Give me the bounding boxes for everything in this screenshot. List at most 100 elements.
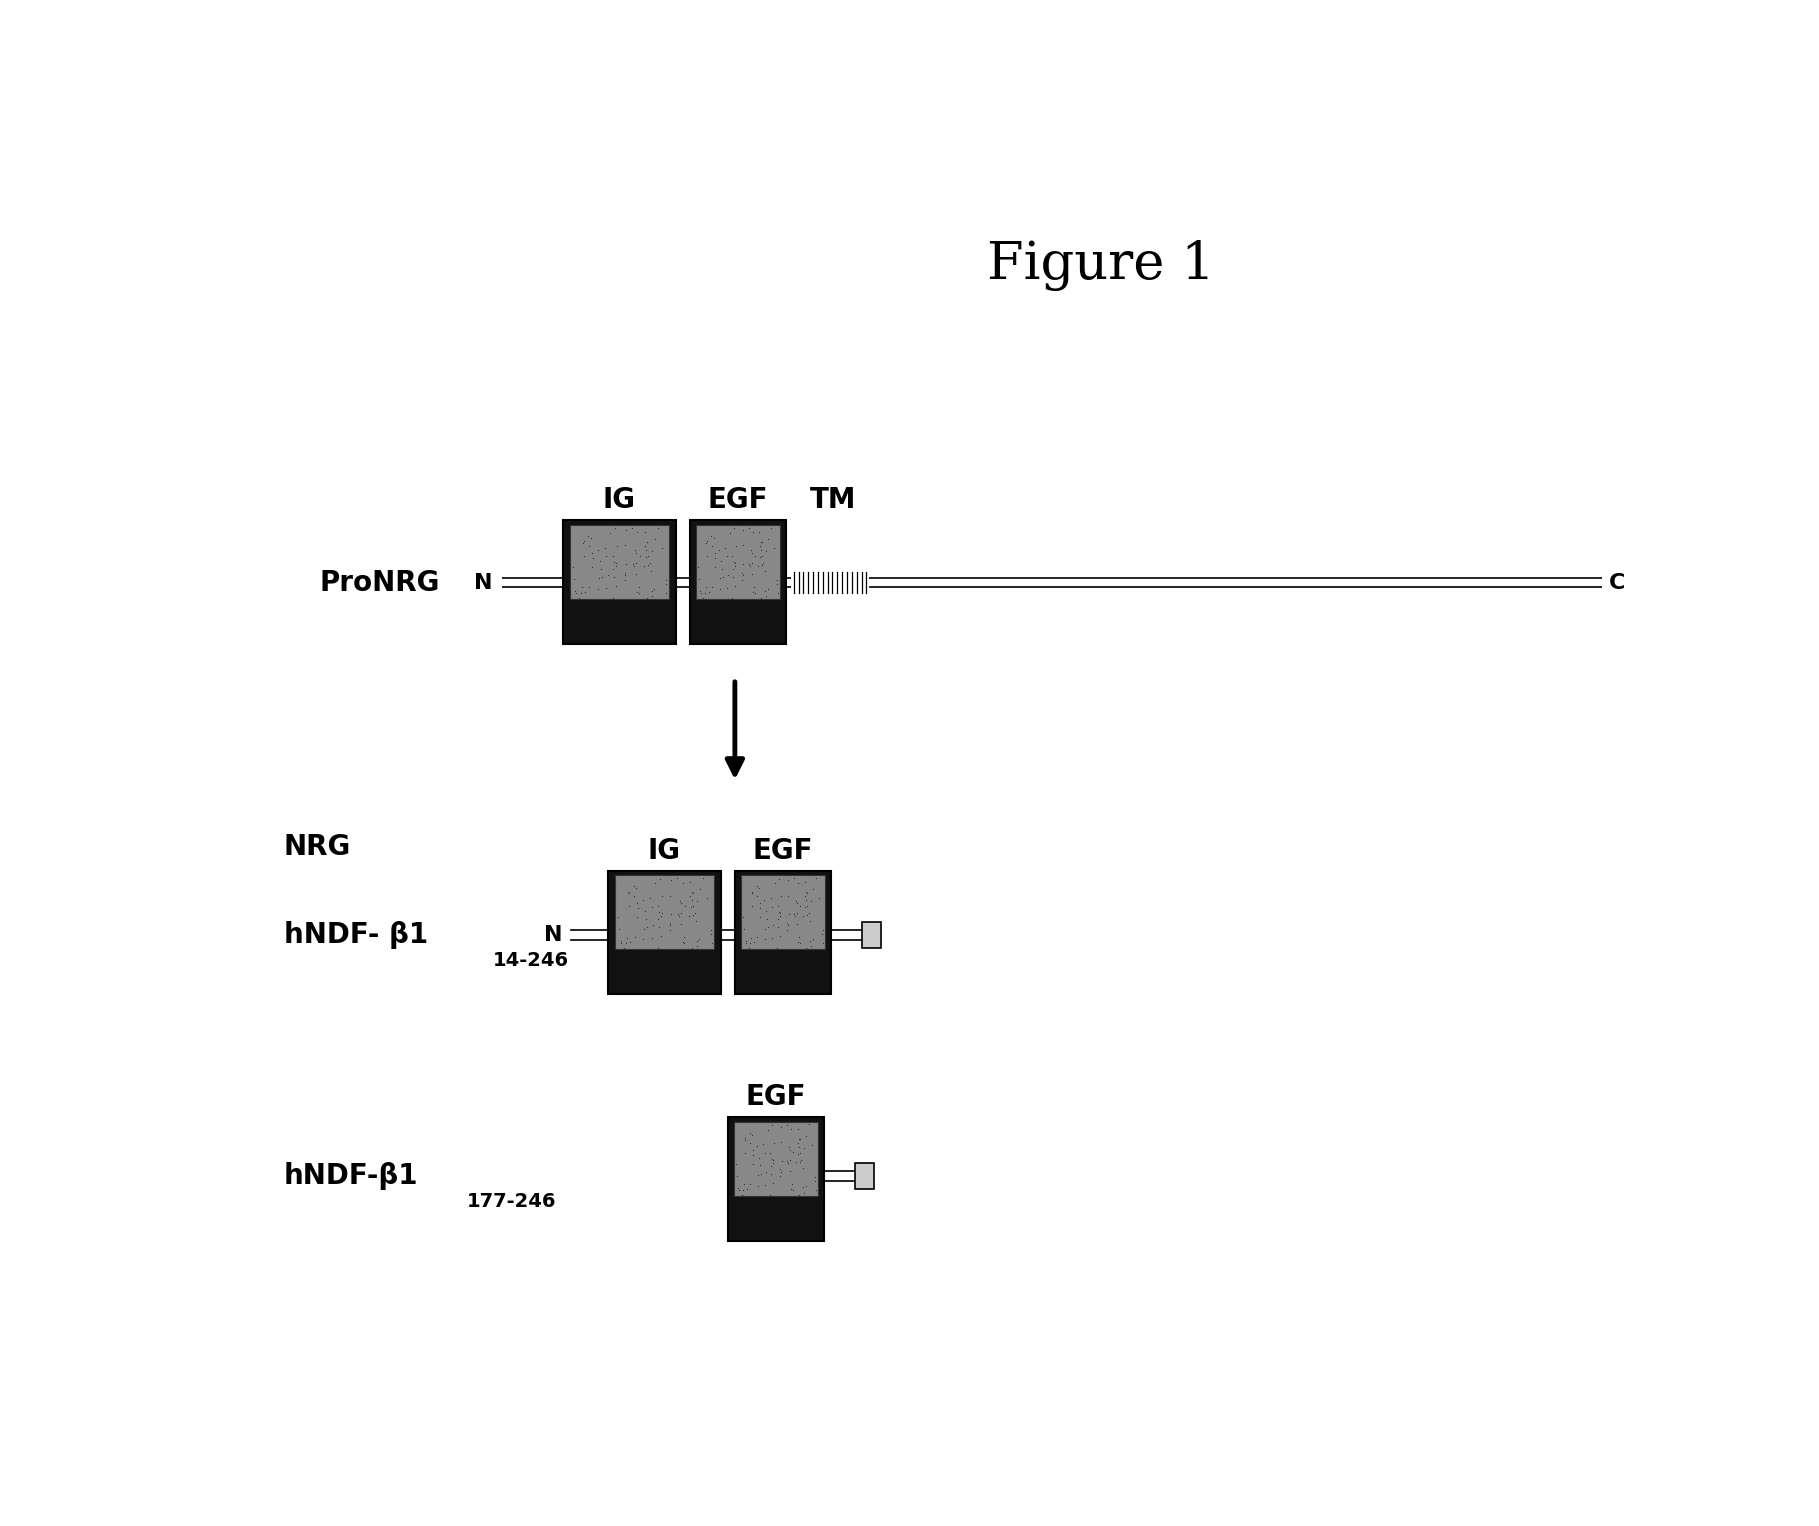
Point — [749, 1141, 779, 1166]
Point — [791, 888, 820, 913]
Point — [739, 580, 768, 604]
Point — [789, 903, 819, 928]
Point — [757, 1148, 786, 1172]
Point — [704, 537, 733, 562]
Point — [791, 1173, 820, 1198]
Point — [797, 1132, 826, 1157]
Point — [611, 563, 640, 588]
Point — [677, 888, 706, 913]
Point — [786, 931, 815, 955]
Point — [737, 539, 766, 563]
Point — [646, 900, 675, 925]
Point — [558, 554, 588, 578]
Point — [751, 559, 780, 583]
Text: hNDF- β1: hNDF- β1 — [284, 922, 427, 949]
Point — [788, 1155, 817, 1180]
Point — [655, 884, 684, 908]
Text: 177-246: 177-246 — [467, 1192, 557, 1212]
Point — [666, 902, 695, 926]
Point — [764, 906, 793, 931]
Point — [609, 568, 638, 592]
Point — [786, 1128, 815, 1152]
Point — [748, 552, 777, 577]
Point — [773, 911, 802, 935]
Point — [782, 1151, 811, 1175]
Point — [739, 879, 768, 903]
Point — [746, 905, 775, 929]
Point — [557, 519, 586, 543]
Point — [635, 551, 664, 575]
Point — [744, 1173, 773, 1198]
Text: N: N — [475, 572, 493, 592]
Point — [735, 1120, 764, 1144]
Point — [804, 885, 833, 909]
Point — [782, 888, 811, 913]
Point — [606, 929, 635, 954]
Point — [729, 517, 759, 542]
Point — [735, 552, 764, 577]
Point — [680, 900, 709, 925]
Point — [571, 580, 600, 604]
Point — [753, 577, 782, 601]
Point — [759, 1170, 788, 1195]
Point — [622, 905, 651, 929]
Point — [613, 881, 642, 905]
Point — [789, 1135, 819, 1160]
Point — [682, 928, 711, 952]
Point — [651, 572, 680, 597]
Point — [777, 1177, 806, 1201]
Point — [742, 884, 771, 908]
Point — [737, 1123, 766, 1148]
Text: NRG: NRG — [284, 833, 351, 861]
Point — [740, 575, 769, 600]
Point — [764, 867, 793, 891]
Point — [562, 580, 591, 604]
Point — [602, 534, 631, 559]
Point — [633, 545, 662, 569]
Point — [655, 911, 684, 935]
Point — [719, 557, 748, 581]
Point — [746, 1161, 775, 1186]
Point — [749, 1173, 779, 1198]
Point — [795, 909, 824, 934]
Point — [731, 1177, 760, 1201]
Point — [651, 580, 680, 604]
Point — [706, 577, 735, 601]
Bar — [608, 870, 720, 993]
Point — [751, 584, 780, 609]
Point — [757, 926, 786, 951]
Point — [618, 552, 648, 577]
Point — [697, 534, 726, 559]
Point — [675, 884, 704, 908]
Point — [739, 1152, 768, 1177]
Point — [575, 574, 604, 598]
Point — [782, 911, 811, 935]
Point — [735, 554, 764, 578]
Point — [678, 894, 708, 919]
Point — [720, 534, 749, 559]
Point — [588, 565, 617, 589]
Point — [689, 865, 719, 890]
Point — [648, 536, 677, 560]
Point — [713, 545, 742, 569]
Point — [711, 536, 740, 560]
Point — [773, 1112, 802, 1137]
Point — [759, 1148, 788, 1172]
Point — [729, 1128, 759, 1152]
Point — [791, 894, 820, 919]
Point — [638, 539, 668, 563]
Point — [609, 935, 638, 960]
Point — [618, 554, 648, 578]
Point — [802, 1178, 831, 1202]
Point — [757, 885, 786, 909]
Point — [633, 530, 662, 554]
Point — [684, 554, 713, 578]
Point — [578, 555, 608, 580]
Point — [757, 894, 786, 919]
Point — [729, 1178, 759, 1202]
Point — [728, 563, 757, 588]
Point — [735, 931, 764, 955]
Point — [773, 1149, 802, 1173]
Point — [631, 899, 660, 923]
Point — [766, 884, 795, 908]
